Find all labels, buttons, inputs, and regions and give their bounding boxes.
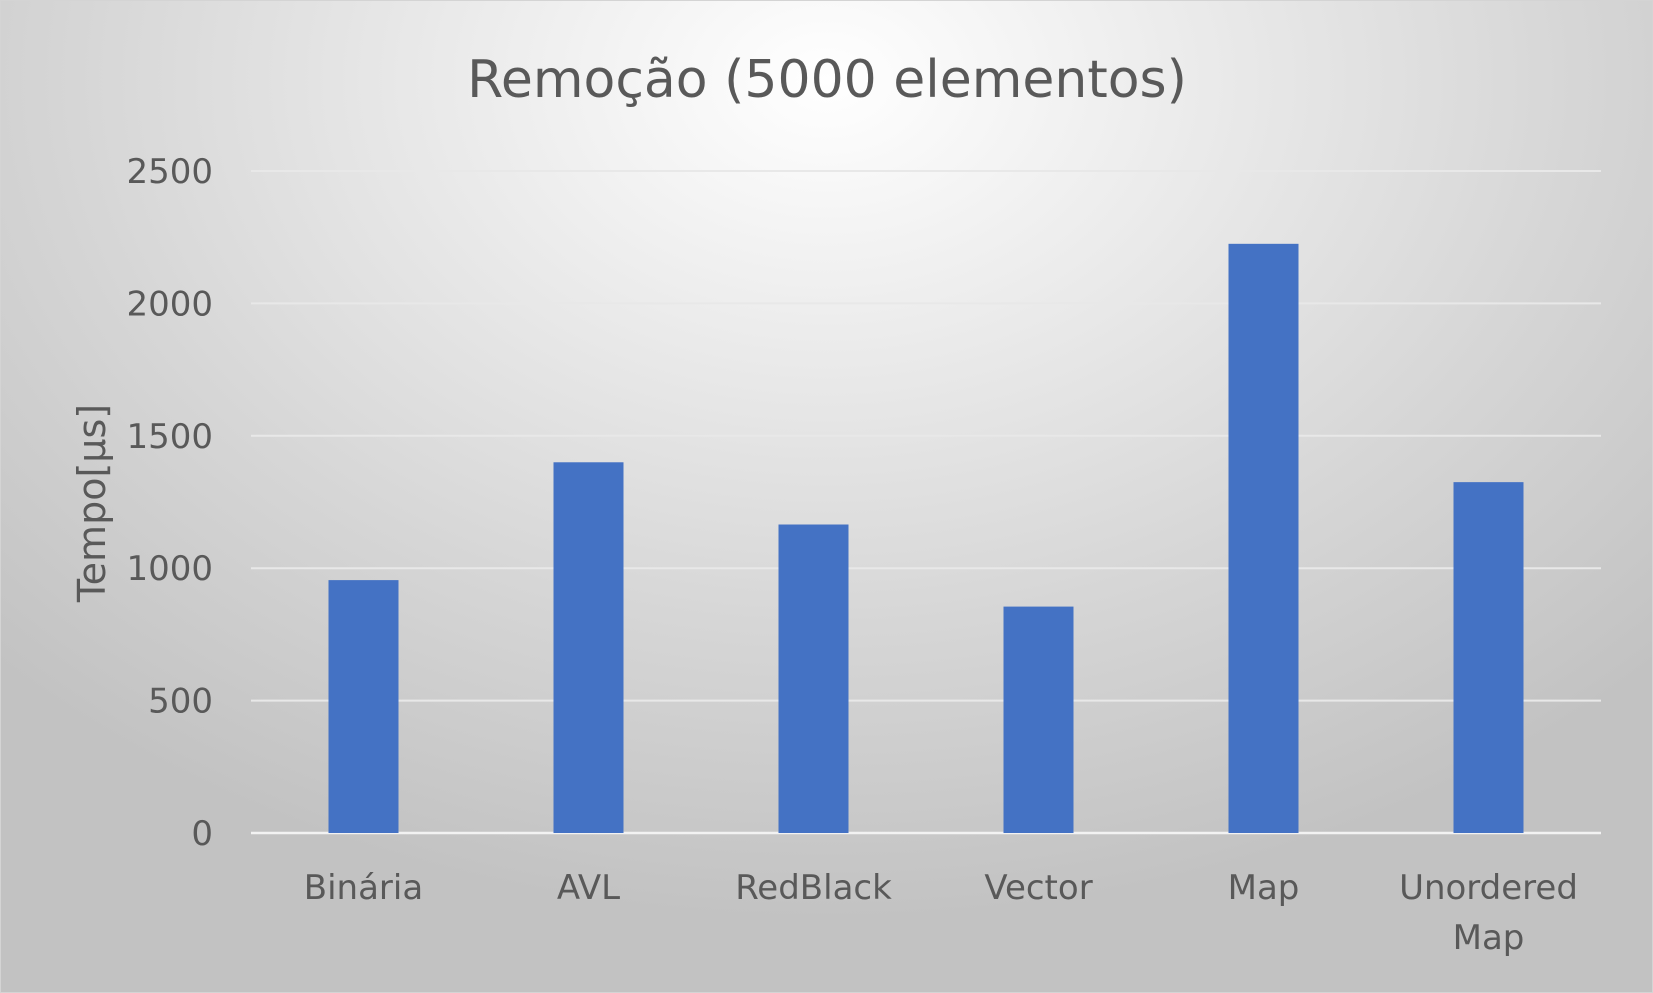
category-label-line: Binária: [304, 868, 423, 908]
gridlines: [251, 170, 1601, 835]
y-tick-label: 0: [191, 814, 213, 854]
bar: [1003, 606, 1074, 833]
bar: [778, 524, 849, 833]
y-tick-label: 2500: [126, 152, 213, 192]
y-tick-label: 500: [148, 682, 213, 722]
category-label: Vector: [984, 868, 1092, 908]
y-tick-label: 1000: [126, 549, 213, 589]
category-label-line: Map: [1453, 918, 1525, 958]
category-label: AVL: [557, 868, 620, 908]
y-tick-labels: 0 500 1000 1500 2000 2500: [126, 152, 213, 854]
category-label-line: Map: [1228, 868, 1300, 908]
bar: [1453, 482, 1524, 833]
category-labels: Binária AVL RedBlack Vector Map Unordered Map: [304, 868, 1578, 958]
y-tick-label: 2000: [126, 284, 213, 324]
bar: [328, 580, 399, 833]
y-tick-label: 1500: [126, 417, 213, 457]
bars: [328, 243, 1524, 833]
category-label-line: AVL: [557, 868, 620, 908]
category-label: Unordered Map: [1399, 868, 1578, 958]
chart-title: Remoção (5000 elementos): [467, 50, 1187, 110]
category-label: Map: [1228, 868, 1300, 908]
category-label-line: Vector: [984, 868, 1092, 908]
category-label: Binária: [304, 868, 423, 908]
bar: [553, 462, 624, 833]
bar: [1228, 243, 1299, 833]
category-label-line: RedBlack: [735, 868, 892, 908]
category-label: RedBlack: [735, 868, 892, 908]
y-axis-title: Tempo[µs]: [70, 404, 114, 603]
category-label-line: Unordered: [1399, 868, 1578, 908]
